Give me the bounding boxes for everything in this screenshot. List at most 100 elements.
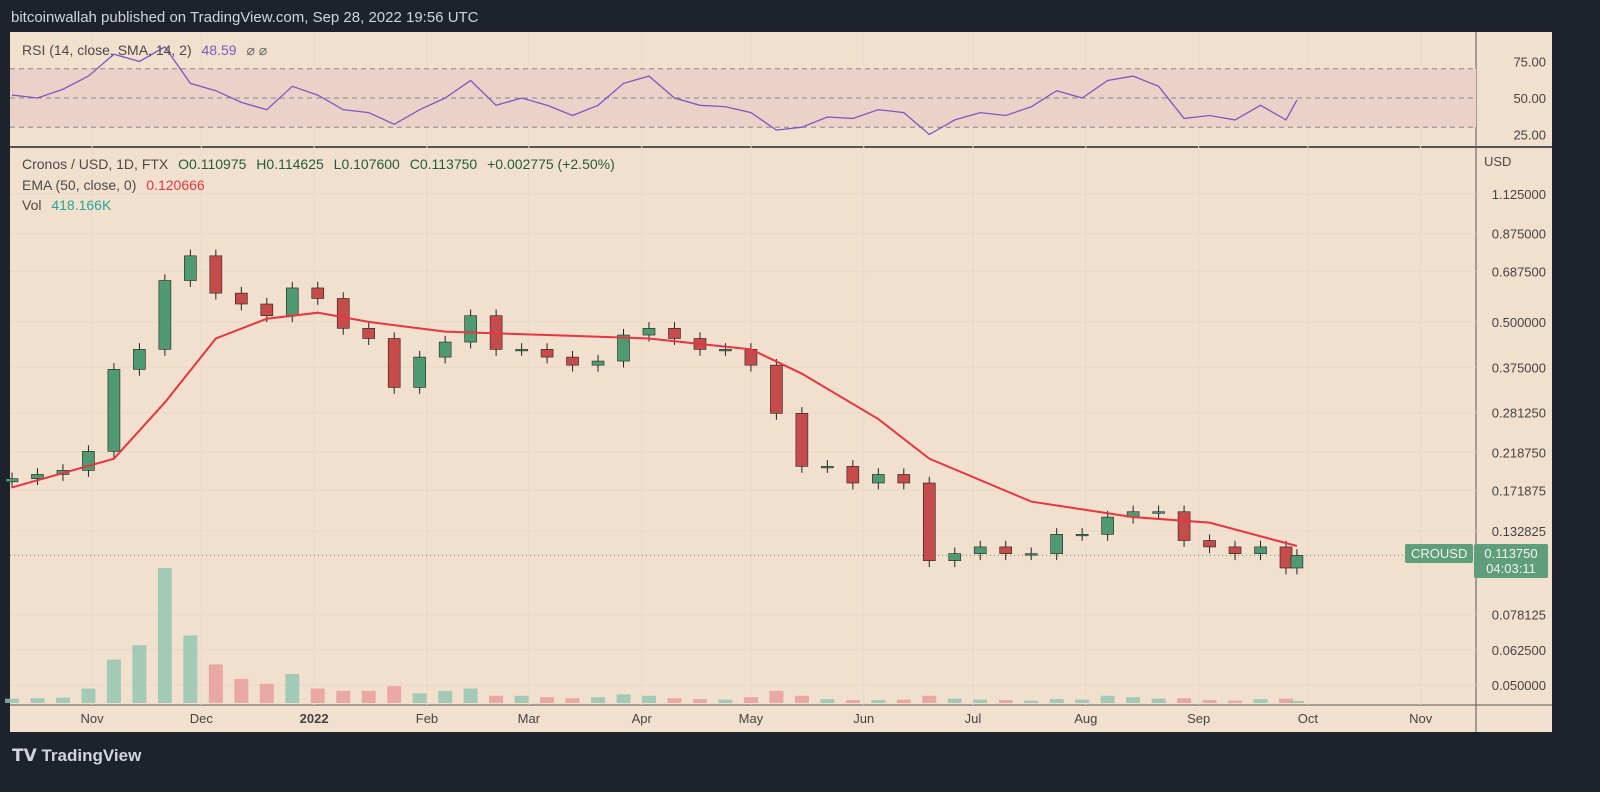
candle [133,349,146,370]
candle [821,466,834,469]
volume-bar [769,690,784,703]
candle [1228,546,1242,554]
price-tick-label: 0.281250 [1492,406,1546,421]
volume-bar [616,694,631,703]
time-tick-label: Nov [81,711,105,726]
time-tick-label: Sep [1187,711,1210,726]
rsi-legend: RSI (14, close, SMA, 14, 2) 48.59 ⌀ ⌀ [22,42,273,59]
candle [719,349,732,352]
price-tick-label: 0.687500 [1492,265,1546,280]
volume-bar [183,635,198,703]
candle [107,369,121,452]
volume-bar [30,698,45,703]
bar-countdown: 04:03:11 [1486,561,1536,576]
volume-bar [896,699,911,703]
open-value: O0.110975 [178,156,247,172]
volume-bar [922,695,937,703]
candle [846,466,860,484]
time-tick-label: Aug [1074,711,1097,726]
volume-bar [1228,700,1243,703]
candle [464,315,477,343]
vol-label: Vol [22,197,42,213]
candle [362,328,376,339]
volume-bar [718,699,733,703]
vol-value: 418.166K [51,197,112,213]
low-value: L0.107600 [333,156,400,172]
volume-bar [412,693,427,703]
time-tick-label: Oct [1298,711,1319,726]
candle [795,413,809,467]
volume-bar [55,697,70,703]
price-tick-label: 0.875000 [1492,227,1546,242]
candle [285,287,299,316]
candle [1024,553,1038,556]
candle [1101,516,1114,535]
volume-bar [591,697,606,703]
symbol-label[interactable]: Cronos / USD, 1D, FTX [22,156,169,172]
candle [872,474,885,484]
symbol-legend: Cronos / USD, 1D, FTX O0.110975 H0.11462… [22,156,621,172]
volume-bar [794,695,809,703]
volume-bar [1100,695,1115,703]
candle [5,478,19,483]
time-tick-label: Jul [965,711,982,726]
volume-bar [565,698,580,703]
volume-bar [1177,698,1192,703]
candle [209,255,223,294]
candle [515,349,528,352]
change-value: +0.002775 (+2.50%) [487,156,615,172]
last-price-tag: 0.113750 04:03:11 [1474,544,1548,578]
rsi-label: RSI (14, close, SMA, 14, 2) [22,42,192,58]
candle [617,334,630,362]
volume-bar [1049,699,1064,703]
candle [642,328,656,336]
price-tick-label: 0.500000 [1492,315,1546,330]
candle [1254,546,1267,554]
candle [1050,534,1063,554]
last-price: 0.113750 [1484,546,1538,561]
volume-bar [157,568,172,703]
visibility-icon[interactable]: ⌀ ⌀ [246,42,268,58]
volume-bar [463,688,478,703]
rsi-tick-label: 75.00 [1513,55,1546,70]
candle [438,341,452,358]
candle [1075,534,1089,537]
volume-bar [438,690,453,703]
time-tick-label: Apr [632,711,653,726]
candle [770,364,783,414]
candle [973,546,987,554]
candle [235,292,248,305]
brand-label: TradingView [41,746,142,765]
high-value: H0.114625 [256,156,324,172]
volume-bar [234,678,249,703]
price-tick-label: 0.132825 [1492,524,1546,539]
volume-bar [998,700,1013,703]
tradingview-logo[interactable]: 𝗧𝗩 TradingView [12,746,141,766]
volume-bar [5,698,19,703]
volume-bar [820,699,835,703]
time-tick-label: Dec [190,711,214,726]
candle [158,280,172,350]
volume-bar [642,695,656,703]
publish-info: bitcoinwallah published on TradingView.c… [11,9,479,26]
volume-bar [947,698,962,703]
candle [387,338,401,388]
volume-bar [259,683,274,703]
price-tick-label: 0.375000 [1492,360,1546,375]
volume-bar [208,664,223,703]
time-tick-label: Feb [416,711,438,726]
close-value: C0.113750 [409,156,478,172]
volume-bar [310,688,325,703]
volume-bar [1024,700,1039,703]
volume-bar [81,688,96,703]
volume-bar [1202,700,1217,703]
volume-bar [1126,697,1141,703]
price-tick-label: 0.050000 [1492,678,1546,693]
price-tick-label: 0.171875 [1492,483,1546,498]
time-tick-label: Jun [853,711,874,726]
ema-line [11,311,1298,547]
candle [922,482,936,561]
rsi-value: 48.59 [201,42,237,58]
candle [260,303,274,316]
